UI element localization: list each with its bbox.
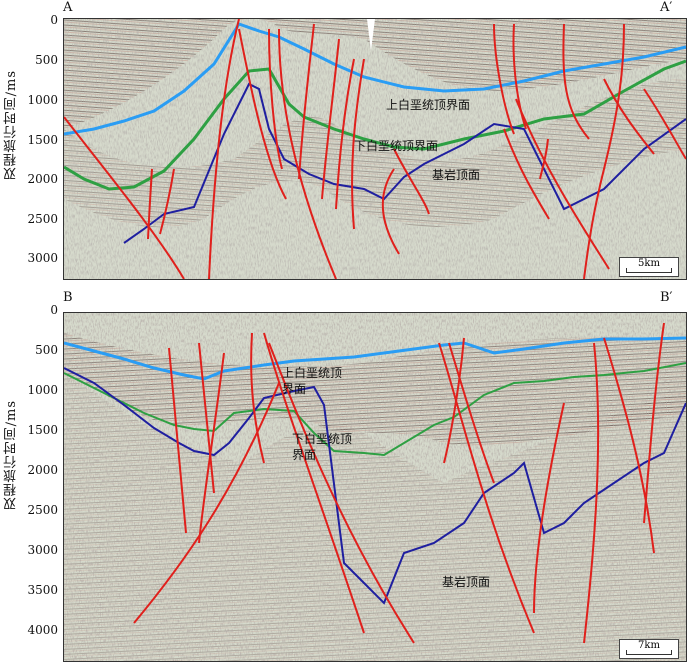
upper-cretaceous-top-horizon-a	[64, 22, 686, 136]
upper-cretaceous-top-horizon-b	[64, 336, 686, 381]
upper-cretaceous-top-label-a: 上白垩统顶界面	[386, 98, 471, 112]
section-a-y-tick: 2500	[27, 212, 58, 226]
section-b-right-label: B′	[660, 290, 673, 305]
lower-cretaceous-top-label-a: 下白垩统顶界面	[354, 139, 439, 153]
section-b-y-tick: 1500	[27, 423, 58, 437]
section-b-left-label: B	[63, 290, 73, 305]
seismic-section-b-canvas	[64, 313, 686, 661]
section-b-y-axis-label: 双程旅行时间/ms	[4, 400, 19, 511]
section-b-y-tick: 3000	[27, 543, 58, 557]
lower-cretaceous-top-horizon-a	[64, 59, 686, 191]
scale-bar-a: 5km	[619, 257, 679, 277]
seismic-section-a-canvas	[64, 19, 686, 279]
section-a-y-tick: 0	[50, 13, 58, 27]
scale-bar-b-label: 7km	[638, 640, 660, 651]
section-a-y-tick: 1000	[27, 93, 58, 107]
section-b-y-tick: 500	[35, 343, 58, 357]
upper-cretaceous-top-label-b: 上白垩统顶界面	[282, 366, 343, 396]
section-b-y-tick: 4000	[27, 623, 58, 637]
section-a-y-tick: 2000	[27, 172, 58, 186]
section-a-left-label: A	[63, 0, 73, 15]
section-a-y-tick: 500	[35, 53, 58, 67]
lower-cretaceous-top-label-b: 下白垩统顶界面	[292, 432, 353, 462]
section-a-y-tick: 3000	[27, 251, 58, 265]
basement-top-horizon-a	[123, 82, 686, 244]
basement-top-horizon-b	[64, 367, 686, 605]
faults-b	[133, 322, 665, 644]
faults-a	[64, 19, 686, 279]
section-b-y-tick: 2000	[27, 463, 58, 477]
basement-top-label-b: 基岩顶面	[442, 575, 491, 589]
scale-bar-b: 7km	[619, 639, 679, 659]
seismic-section-b: 上白垩统顶界面 下白垩统顶界面 基岩顶面 7km	[63, 312, 687, 662]
section-a-y-tick: 1500	[27, 133, 58, 147]
section-a-right-label: A′	[660, 0, 673, 15]
seismic-section-a: 上白垩统顶界面 下白垩统顶界面 基岩顶面 5km	[63, 18, 687, 280]
basement-top-label-a: 基岩顶面	[432, 168, 481, 182]
section-a-y-axis-label: 双程旅行时间/ms	[4, 70, 19, 181]
scale-bar-a-label: 5km	[638, 258, 660, 269]
section-b-y-tick: 0	[50, 303, 58, 317]
section-b-y-tick: 2500	[27, 503, 58, 517]
section-b-y-tick: 1000	[27, 383, 58, 397]
lower-cretaceous-top-horizon-b	[64, 362, 686, 457]
section-b-y-tick: 3500	[27, 583, 58, 597]
